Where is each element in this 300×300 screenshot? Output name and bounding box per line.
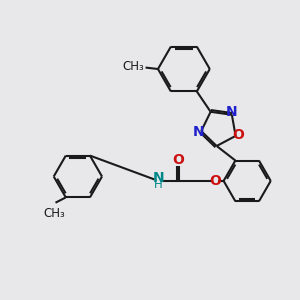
Text: N: N: [226, 105, 238, 119]
Text: O: O: [232, 128, 244, 142]
Text: CH₃: CH₃: [122, 61, 144, 74]
Text: O: O: [209, 174, 221, 188]
Text: H: H: [154, 178, 163, 191]
Text: O: O: [172, 153, 184, 167]
Text: N: N: [153, 171, 164, 185]
Text: N: N: [193, 125, 205, 139]
Text: CH₃: CH₃: [44, 207, 65, 220]
